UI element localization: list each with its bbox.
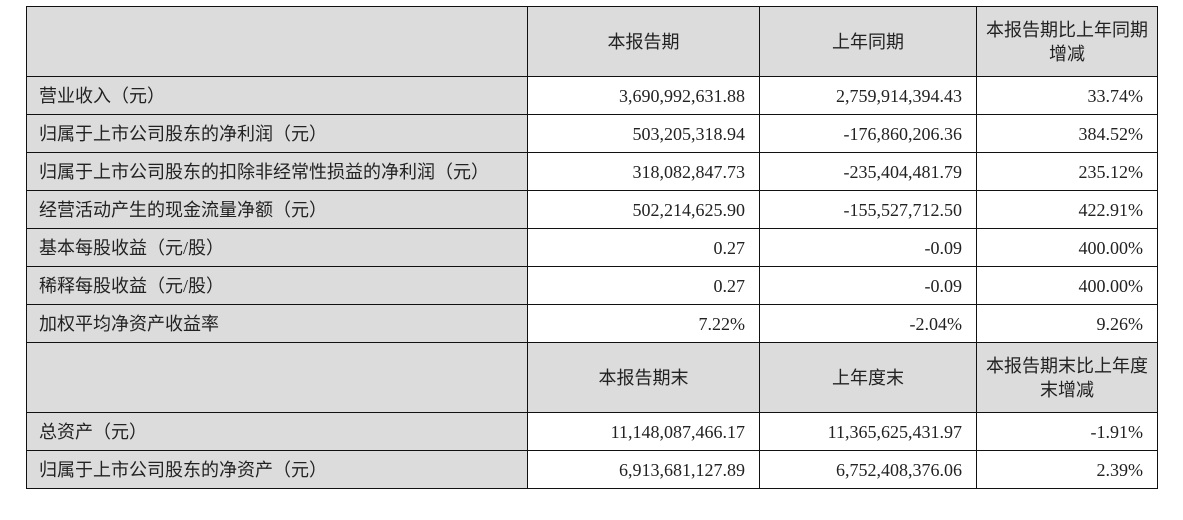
- cell-prior: 2,759,914,394.43: [759, 76, 977, 115]
- cell-label: 稀释每股收益（元/股）: [26, 266, 528, 305]
- column-header: [26, 342, 528, 413]
- financial-summary-table: 本报告期 上年同期 本报告期比上年同期增减 营业收入（元） 3,690,992,631.…: [26, 6, 1158, 489]
- column-header: 上年度末: [759, 342, 977, 413]
- cell-change: 9.26%: [976, 304, 1158, 343]
- cell-label: 归属于上市公司股东的净资产（元）: [26, 450, 528, 489]
- cell-current: 7.22%: [527, 304, 760, 343]
- column-header: 本报告期比上年同期增减: [976, 6, 1158, 77]
- cell-label: 基本每股收益（元/股）: [26, 228, 528, 267]
- cell-label: 归属于上市公司股东的扣除非经常性损益的净利润（元）: [26, 152, 528, 191]
- cell-current: 0.27: [527, 266, 760, 305]
- cell-current: 3,690,992,631.88: [527, 76, 760, 115]
- cell-current: 502,214,625.90: [527, 190, 760, 229]
- column-header: 本报告期末: [527, 342, 760, 413]
- cell-prior: -2.04%: [759, 304, 977, 343]
- cell-change: 2.39%: [976, 450, 1158, 489]
- cell-label: 加权平均净资产收益率: [26, 304, 528, 343]
- column-header: 本报告期末比上年度末增减: [976, 342, 1158, 413]
- table-row: 基本每股收益（元/股） 0.27 -0.09 400.00%: [26, 228, 1158, 267]
- cell-label: 总资产（元）: [26, 412, 528, 451]
- cell-change: 384.52%: [976, 114, 1158, 153]
- cell-current: 503,205,318.94: [527, 114, 760, 153]
- cell-prior: -0.09: [759, 266, 977, 305]
- table-row: 总资产（元） 11,148,087,466.17 11,365,625,431.97…: [26, 412, 1158, 451]
- header-row: 本报告期末 上年度末 本报告期末比上年度末增减: [26, 342, 1158, 413]
- cell-current: 0.27: [527, 228, 760, 267]
- table-row: 归属于上市公司股东的净利润（元） 503,205,318.94 -176,860,2…: [26, 114, 1158, 153]
- cell-change: 235.12%: [976, 152, 1158, 191]
- cell-label: 经营活动产生的现金流量净额（元）: [26, 190, 528, 229]
- cell-current: 11,148,087,466.17: [527, 412, 760, 451]
- cell-change: 33.74%: [976, 76, 1158, 115]
- cell-label: 营业收入（元）: [26, 76, 528, 115]
- cell-current: 6,913,681,127.89: [527, 450, 760, 489]
- table-row: 稀释每股收益（元/股） 0.27 -0.09 400.00%: [26, 266, 1158, 305]
- cell-change: -1.91%: [976, 412, 1158, 451]
- table-row: 归属于上市公司股东的净资产（元） 6,913,681,127.89 6,752,40…: [26, 450, 1158, 489]
- table-row: 归属于上市公司股东的扣除非经常性损益的净利润（元） 318,082,847.73-…: [26, 152, 1158, 191]
- cell-prior: -176,860,206.36: [759, 114, 977, 153]
- column-header: 本报告期: [527, 6, 760, 77]
- column-header: [26, 6, 528, 77]
- cell-change: 422.91%: [976, 190, 1158, 229]
- cell-label: 归属于上市公司股东的净利润（元）: [26, 114, 528, 153]
- column-header: 上年同期: [759, 6, 977, 77]
- table-row: 经营活动产生的现金流量净额（元） 502,214,625.90 -155,527,7…: [26, 190, 1158, 229]
- cell-prior: -235,404,481.79: [759, 152, 977, 191]
- cell-prior: -155,527,712.50: [759, 190, 977, 229]
- table-row: 加权平均净资产收益率 7.22% -2.04% 9.26%: [26, 304, 1158, 343]
- header-row: 本报告期 上年同期 本报告期比上年同期增减: [26, 6, 1158, 77]
- cell-change: 400.00%: [976, 266, 1158, 305]
- cell-prior: 11,365,625,431.97: [759, 412, 977, 451]
- cell-prior: 6,752,408,376.06: [759, 450, 977, 489]
- cell-current: 318,082,847.73: [527, 152, 760, 191]
- cell-prior: -0.09: [759, 228, 977, 267]
- cell-change: 400.00%: [976, 228, 1158, 267]
- table-row: 营业收入（元） 3,690,992,631.88 2,759,914,394.43 3…: [26, 76, 1158, 115]
